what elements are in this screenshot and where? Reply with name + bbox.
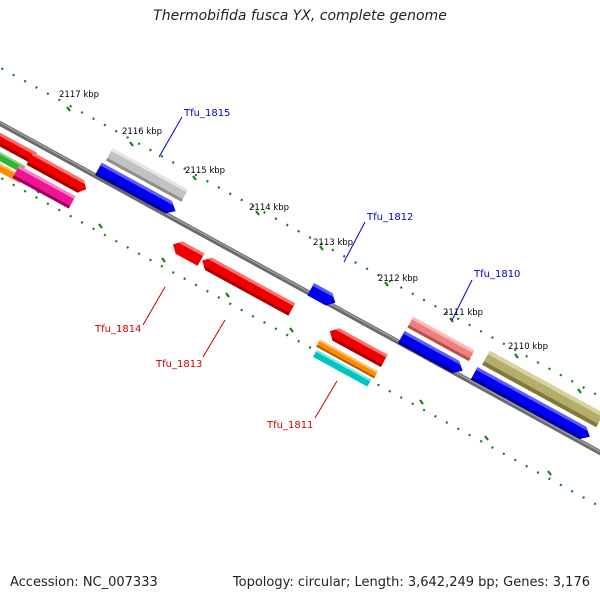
gene-feature-tfu1814[interactable] [170,238,205,266]
gene-feature-blue-arrow-2[interactable] [397,331,466,377]
leader-tfu1812 [343,221,366,263]
gene-feature-tfu1811[interactable] [313,349,372,387]
gene-feature-left-red[interactable] [0,124,38,164]
tick-label: 2117 kbp [59,90,99,100]
major-tick [255,210,260,216]
major-tick [419,399,424,405]
gene-feature-orange[interactable] [316,339,378,379]
gene-feature-tfu1815[interactable] [105,148,189,202]
major-tick [225,292,230,298]
tick-label: 2116 kbp [122,127,162,137]
leader-tfu1814 [142,286,166,326]
gene-feature-red-small[interactable] [326,325,388,368]
major-tick [384,281,389,287]
tick-label: 2115 kbp [185,166,225,176]
leader-tfu1810 [451,279,473,321]
gene-feature-blue-arrow[interactable] [95,162,179,218]
gene-label-tfu1813[interactable]: Tfu_1813 [155,359,202,370]
genome-summary-text: Topology: circular; Length: 3,642,249 bp… [232,575,590,590]
genome-backbone [0,120,600,456]
major-tick [161,257,166,263]
major-tick [66,106,71,112]
gene-label-tfu1810[interactable]: Tfu_1810 [473,269,520,280]
tick-label: 2110 kbp [508,342,548,352]
major-tick [192,175,197,181]
tick-label: 2112 kbp [378,274,418,284]
map-title: Thermobifida fusca YX, complete genome [153,8,447,24]
gene-label-tfu1815[interactable]: Tfu_1815 [183,108,230,119]
major-tick [484,435,489,441]
gene-label-tfu1812[interactable]: Tfu_1812 [366,212,413,223]
gene-feature-tfu1810[interactable] [407,316,475,362]
accession-text: Accession: NC_007333 [10,575,158,590]
inner-tick-track [0,176,600,508]
tick-label: 2111 kbp [443,308,483,318]
gene-feature-tfu1813[interactable] [199,254,296,316]
leader-tfu1811 [314,380,338,419]
major-tick [577,388,582,394]
leader-tfu1813 [202,319,226,358]
tick-label: 2114 kbp [249,203,289,213]
gene-feature-red-arrow[interactable] [26,152,90,195]
gene-feature-left-magenta[interactable] [12,165,76,209]
major-tick [319,245,324,251]
major-tick [289,327,294,333]
gene-label-tfu1814[interactable]: Tfu_1814 [94,324,141,335]
major-tick [514,353,519,359]
gene-feature-left-green[interactable] [0,146,26,174]
tick-label: 2113 kbp [313,238,353,248]
major-tick [547,470,552,476]
major-tick [98,223,103,229]
gene-feature-olive[interactable] [482,350,600,428]
leader-tfu1815 [158,116,183,158]
gene-feature-tfu1812[interactable] [307,283,338,309]
label-leader-lines [142,116,473,419]
gene-label-tfu1811[interactable]: Tfu_1811 [266,420,313,431]
gene-feature-blue-arrow-3[interactable] [470,367,594,443]
outer-tick-track [0,66,600,398]
major-tick [449,317,454,323]
major-tick [129,141,134,147]
